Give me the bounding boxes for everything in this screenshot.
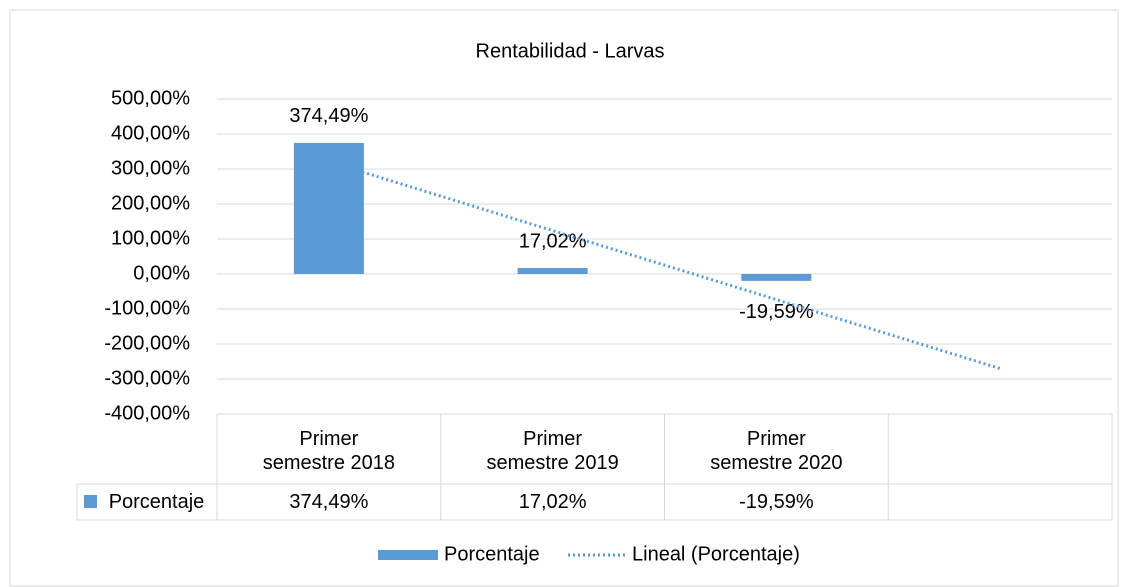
y-tick-label: 200,00% [111, 192, 190, 214]
legend-key [378, 550, 438, 560]
y-tick-label: 500,00% [111, 87, 190, 109]
x-tick-label: Primer semestre 2020 [710, 428, 843, 474]
bar [293, 142, 364, 274]
table-value: -19,59% [739, 491, 814, 513]
y-tick-label: 400,00% [111, 122, 190, 144]
y-tick-label: -200,00% [104, 332, 190, 354]
x-tick-label: Primer semestre 2019 [486, 428, 619, 474]
table-value [888, 484, 1112, 520]
x-tick-label: Primer semestre 2018 [262, 428, 396, 474]
table-value: 17,02% [518, 491, 587, 513]
data-label: 17,02% [519, 230, 587, 252]
table-series-name: Porcentaje [108, 491, 205, 513]
bar [517, 268, 588, 274]
trendline [328, 160, 1001, 370]
table-value: 374,49% [289, 491, 369, 513]
x-tick-label [928, 414, 1072, 484]
y-tick-label: -400,00% [104, 402, 190, 424]
y-tick-label: 300,00% [111, 157, 190, 179]
y-tick-label: -100,00% [104, 297, 190, 319]
y-tick-label: 0,00% [133, 262, 190, 284]
legend-label: Porcentaje [444, 543, 540, 565]
data-label: -19,59% [739, 301, 814, 323]
data-label: 374,49% [289, 105, 368, 127]
legend-key [84, 495, 97, 508]
legend-label: Lineal (Porcentaje) [632, 543, 800, 565]
bar [741, 274, 812, 281]
chart-title: Rentabilidad - Larvas [476, 40, 665, 62]
chart-border [9, 9, 1119, 587]
y-tick-label: 100,00% [111, 227, 190, 249]
y-tick-label: -300,00% [104, 367, 190, 389]
